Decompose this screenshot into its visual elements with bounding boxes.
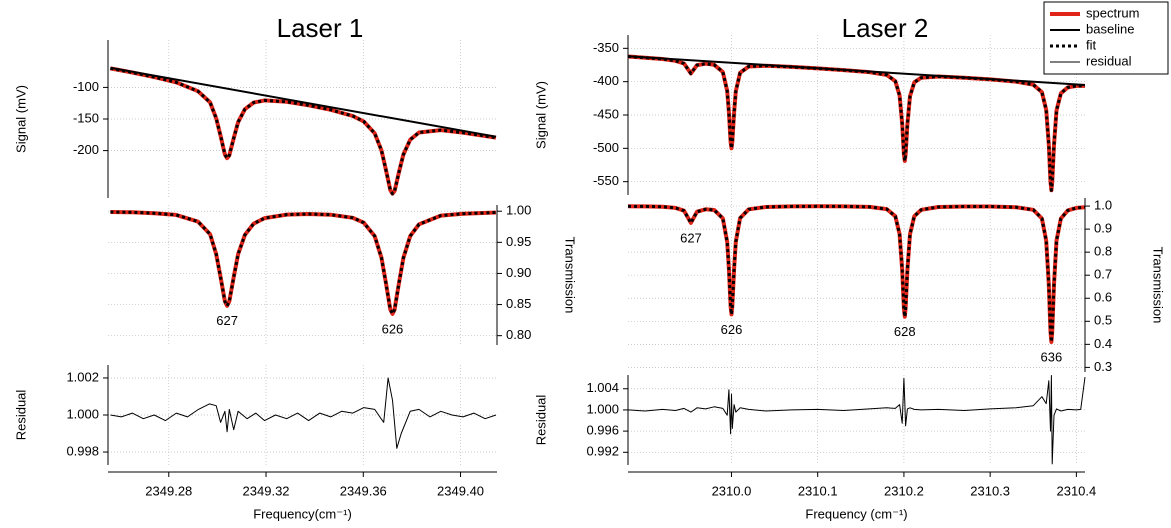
legend-label: fit (1086, 37, 1097, 52)
legend-label: spectrum (1086, 5, 1139, 20)
x-axis-label: Frequency (cm⁻¹) (805, 506, 907, 521)
y-axis-label: Signal (mV) (533, 81, 548, 149)
y-tick-label: 1.000 (66, 406, 99, 421)
chart-title: Laser 2 (842, 13, 929, 43)
y-tick-label: -450 (593, 106, 619, 121)
y-tick-label: -350 (593, 40, 619, 55)
x-tick-label: 2349.32 (243, 483, 290, 498)
y-axis-label: Transmission (563, 237, 578, 314)
y-axis-label: Transmission (1151, 247, 1166, 324)
x-tick-label: 2310.1 (798, 483, 838, 498)
series-line (110, 377, 497, 449)
x-tick-label: 2310.3 (970, 483, 1010, 498)
x-tick-label: 2349.40 (437, 483, 484, 498)
x-tick-label: 2349.28 (145, 483, 192, 498)
x-tick-label: 2349.36 (340, 483, 387, 498)
y-tick-label: -200 (73, 142, 99, 157)
series-line (110, 66, 497, 196)
y-tick-label: 0.992 (586, 444, 619, 459)
y-tick-label: 1.0 (1094, 198, 1112, 213)
series-line (627, 375, 1086, 465)
peak-label: 626 (382, 321, 404, 336)
y-tick-label: 0.95 (506, 234, 531, 249)
y-tick-label: 0.998 (66, 443, 99, 458)
series-line (110, 66, 497, 138)
y-tick-label: 0.80 (506, 327, 531, 342)
y-tick-label: 1.002 (66, 369, 99, 384)
y-axis-label: Signal (mV) (13, 85, 28, 153)
x-tick-label: 2310.4 (1056, 483, 1096, 498)
y-tick-label: -150 (73, 110, 99, 125)
legend-label: baseline (1086, 21, 1134, 36)
peak-label: 627 (216, 313, 238, 328)
legend-label: residual (1086, 53, 1132, 68)
y-tick-label: 0.5 (1094, 313, 1112, 328)
x-tick-label: 2310.0 (712, 483, 752, 498)
y-tick-label: 1.004 (586, 380, 619, 395)
y-tick-label: 1.00 (506, 203, 531, 218)
chart-title: Laser 1 (277, 13, 364, 43)
y-tick-label: 1.000 (586, 401, 619, 416)
peak-label: 628 (894, 324, 916, 339)
x-axis-label: Frequency(cm⁻¹) (253, 506, 352, 521)
y-tick-label: -100 (73, 79, 99, 94)
x-tick-label: 2310.2 (884, 483, 924, 498)
series-line (627, 55, 1085, 192)
series-line (110, 210, 497, 316)
y-tick-label: -500 (593, 140, 619, 155)
series-line (627, 204, 1086, 344)
y-tick-label: 0.90 (506, 265, 531, 280)
y-tick-label: -400 (593, 73, 619, 88)
series-line (110, 210, 497, 316)
y-tick-label: 0.3 (1094, 359, 1112, 374)
y-axis-label: Residual (533, 395, 548, 446)
y-tick-label: 0.4 (1094, 336, 1112, 351)
y-tick-label: 0.85 (506, 296, 531, 311)
y-tick-label: 0.6 (1094, 290, 1112, 305)
y-tick-label: 0.7 (1094, 267, 1112, 282)
y-tick-label: 0.996 (586, 423, 619, 438)
y-tick-label: 0.8 (1094, 244, 1112, 259)
y-tick-label: 0.9 (1094, 221, 1112, 236)
peak-label: 627 (680, 230, 702, 245)
peak-label: 626 (721, 322, 743, 337)
y-axis-label: Residual (13, 390, 28, 441)
y-tick-label: -550 (593, 173, 619, 188)
peak-label: 636 (1041, 349, 1063, 364)
series-line (627, 54, 1085, 193)
